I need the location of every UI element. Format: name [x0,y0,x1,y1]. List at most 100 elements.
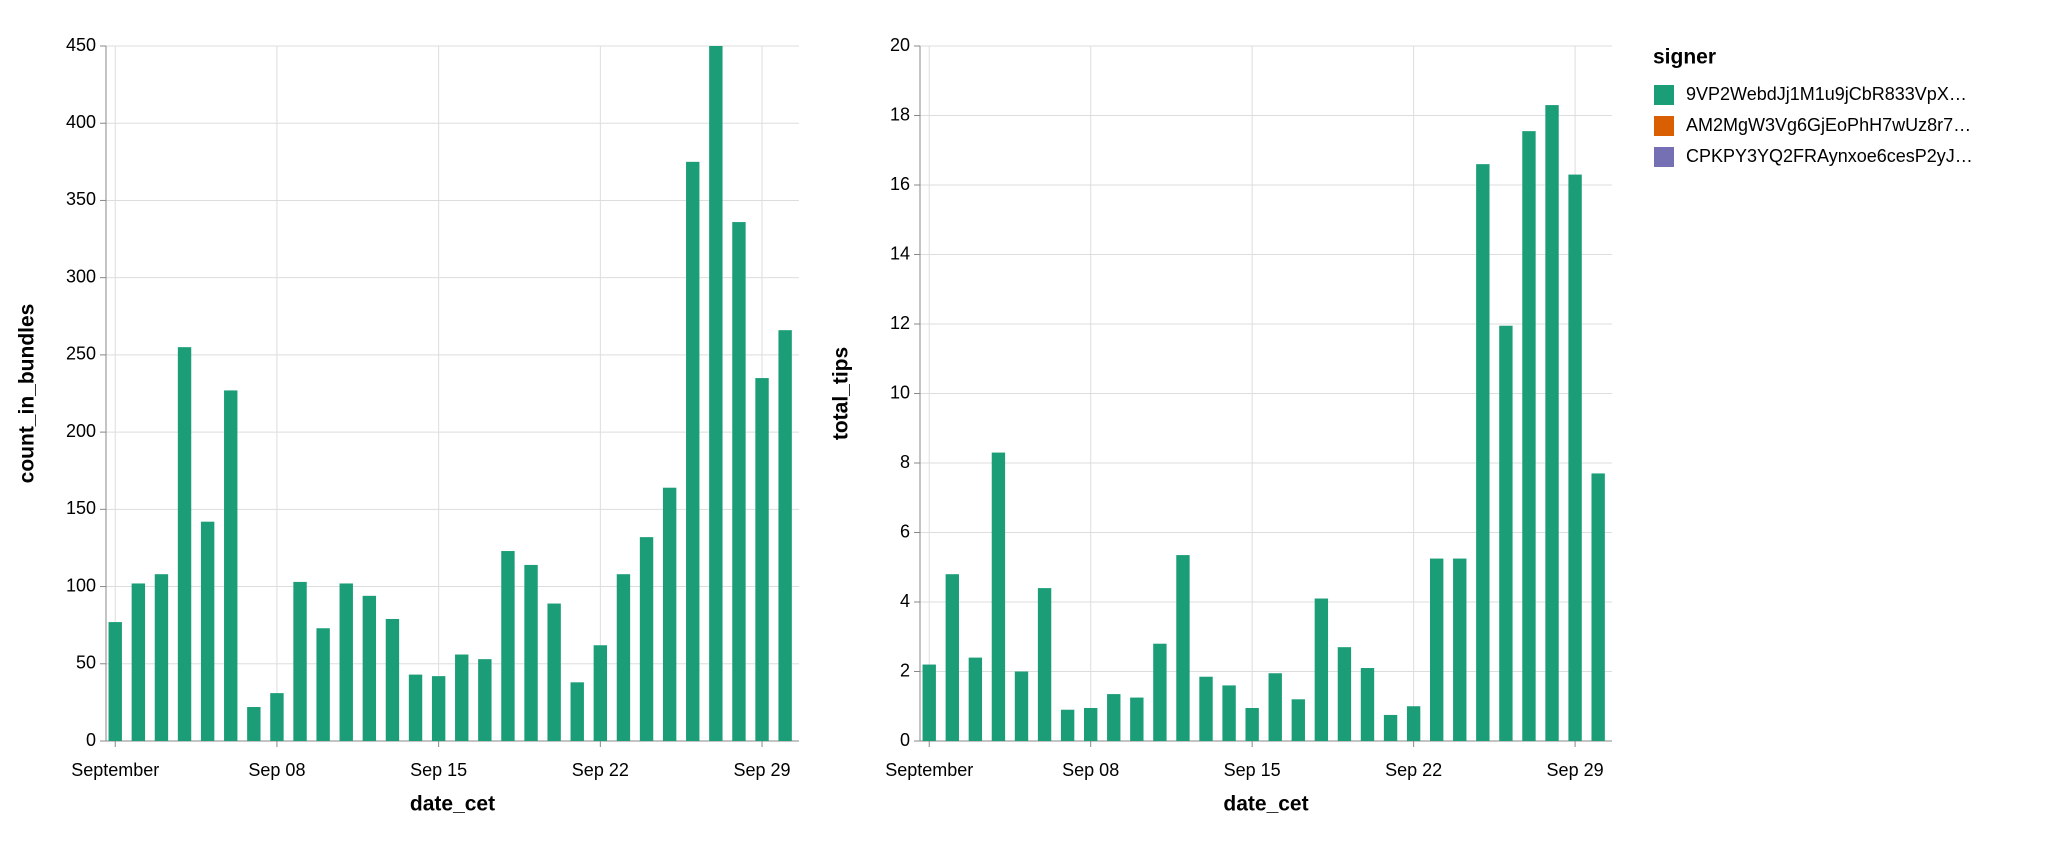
y-tick-label: 450 [66,35,96,55]
bar [431,676,446,741]
bar [709,46,723,741]
bar [1130,697,1144,741]
bar [1014,671,1029,741]
y-tick-label: 4 [900,591,910,611]
bar [1406,706,1421,741]
bar [1337,647,1352,741]
bar [1060,709,1075,741]
bar [1268,673,1282,741]
bar [1522,131,1536,741]
y-axis-title: count_in_bundles [16,304,39,484]
bar [247,707,261,741]
y-tick-label: 200 [66,421,96,441]
bar [1453,558,1467,741]
y-tick-label: 100 [66,575,96,595]
bar [547,603,561,741]
legend-label: 9VP2WebdJj1M1u9jCbR833VpX… [1686,84,1967,104]
bar [616,574,631,741]
y-tick-label: 18 [890,104,910,124]
y-tick-label: 0 [86,730,96,750]
y-tick-label: 300 [66,266,96,286]
y-tick-label: 10 [890,382,910,402]
bar [131,583,146,741]
bar [1499,325,1513,741]
bar [1314,598,1329,741]
bar [1383,714,1398,741]
bar [1360,668,1375,741]
legend-swatch [1654,116,1674,136]
y-tick-label: 0 [900,730,910,750]
bar [1291,699,1305,741]
bar [755,378,769,741]
y-tick-label: 14 [890,243,910,263]
bar [455,654,469,741]
bar [501,551,515,741]
bar [385,618,400,741]
bar [224,390,238,741]
y-tick-label: 50 [76,653,96,673]
bar [108,622,122,741]
x-tick-label: Sep 15 [1224,760,1281,780]
legend-swatch [1654,147,1674,167]
bar [1199,676,1213,741]
bar [362,595,377,741]
bar [662,487,677,741]
bar [968,657,983,741]
y-tick-label: 400 [66,112,96,132]
bar [1176,555,1190,741]
bar [991,452,1006,741]
x-tick-label: Sep 29 [1547,760,1604,780]
bar [732,222,746,742]
x-axis-title: date_cet [410,793,495,816]
y-tick-label: 8 [900,452,910,472]
bar [1084,707,1098,741]
bar [478,659,492,741]
y-axis-title: total_tips [830,347,853,440]
x-tick-label: Sep 22 [572,760,629,780]
bar [1107,694,1121,741]
y-tick-label: 12 [890,313,910,333]
bar [408,674,423,741]
bar [1222,685,1236,741]
y-tick-label: 250 [66,344,96,364]
bar [778,330,792,741]
bar [200,521,215,741]
bar [1245,707,1259,741]
legend-label: AM2MgW3Vg6GjEoPhH7wUz8r7… [1686,115,1971,135]
x-tick-label: Sep 29 [734,760,791,780]
bar [339,583,353,741]
bar [177,347,192,741]
legend-swatch [1654,85,1674,105]
bar [570,682,584,741]
bar [1545,105,1559,741]
bar [639,537,654,741]
bar [945,574,959,741]
y-tick-label: 16 [890,174,910,194]
bar [922,664,936,741]
y-tick-label: 2 [900,660,910,680]
y-tick-label: 150 [66,498,96,518]
y-tick-label: 20 [890,35,910,55]
bar [154,574,169,741]
x-tick-label: Sep 08 [1062,760,1119,780]
bar [1568,174,1582,741]
legend-title: signer [1653,46,1716,69]
bar [593,645,608,741]
legend-label: CPKPY3YQ2FRAynxoe6cesP2yJ… [1686,146,1973,166]
x-tick-label: Sep 08 [248,760,305,780]
bar [1591,473,1605,741]
bar [1430,558,1444,741]
y-tick-label: 350 [66,189,96,209]
bar [293,581,307,741]
bar [686,161,700,742]
x-tick-label: Sep 22 [1385,760,1442,780]
bar [1153,643,1167,741]
bar [316,628,330,741]
y-tick-label: 6 [900,521,910,541]
x-axis-title: date_cet [1223,793,1308,816]
bar [1037,588,1052,741]
x-tick-label: September [71,760,159,780]
x-tick-label: Sep 15 [410,760,467,780]
bar [524,564,538,741]
bar [1476,164,1490,741]
